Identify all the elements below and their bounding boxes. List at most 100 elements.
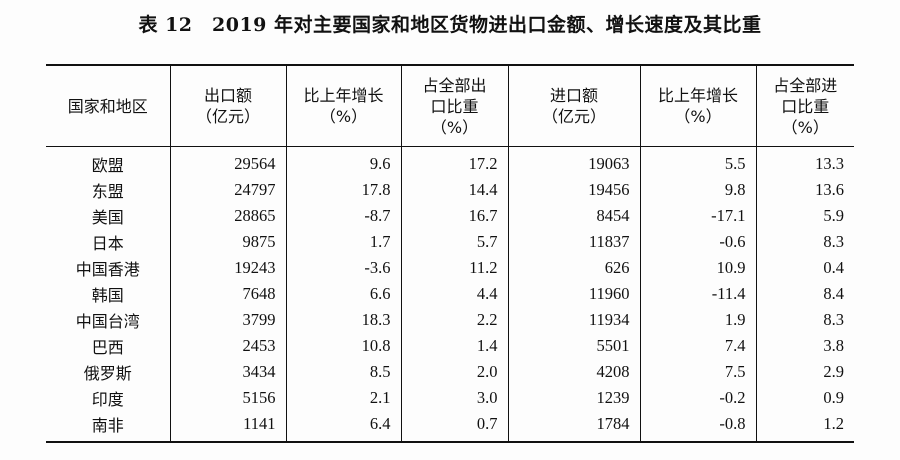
value-cell: 7.5	[639, 359, 756, 385]
value-cell: 2.0	[400, 359, 508, 385]
value-cell: 8.3	[755, 229, 854, 255]
value-cell: 8454	[507, 203, 640, 229]
value-cell: 11960	[507, 281, 640, 307]
region-cell: 巴西	[91, 338, 124, 357]
value-cell: -11.4	[639, 281, 756, 307]
value-cell: 9875	[169, 229, 286, 255]
value-cell: 0.7	[400, 411, 508, 442]
value-cell: 1.2	[755, 411, 854, 442]
table-row: 印度 5156 2.1 3.0 1239 -0.2 0.9	[46, 385, 854, 411]
table-row: 东盟 24797 17.8 14.4 19456 9.8 13.6	[46, 177, 854, 203]
header-row: 国家和地区 出口额 （亿元） 比上年增长 （%） 占全部出 口比重 （%） 进口额 （亿…	[46, 65, 854, 147]
value-cell: 19456	[507, 177, 640, 203]
value-cell: 1.7	[285, 229, 401, 255]
value-cell: 4208	[507, 359, 640, 385]
value-cell: 2453	[169, 333, 286, 359]
value-cell: 4.4	[400, 281, 508, 307]
region-cell: 俄罗斯	[83, 364, 132, 383]
region-cell: 韩国	[91, 286, 124, 305]
value-cell: 11837	[507, 229, 640, 255]
value-cell: 5501	[507, 333, 640, 359]
region-cell: 日本	[91, 234, 124, 253]
value-cell: 5.9	[755, 203, 854, 229]
value-cell: -8.7	[285, 203, 401, 229]
value-cell: 18.3	[285, 307, 401, 333]
value-cell: -0.6	[639, 229, 756, 255]
value-cell: 5156	[169, 385, 286, 411]
value-cell: 3.8	[755, 333, 854, 359]
value-cell: 2.1	[285, 385, 401, 411]
value-cell: 2.2	[400, 307, 508, 333]
value-cell: 2.9	[755, 359, 854, 385]
table-row: 巴西 2453 10.8 1.4 5501 7.4 3.8	[46, 333, 854, 359]
region-cell: 印度	[91, 390, 124, 409]
value-cell: 17.8	[285, 177, 401, 203]
table-row: 美国 28865 -8.7 16.7 8454 -17.1 5.9	[46, 203, 854, 229]
region-cell: 欧盟	[91, 156, 124, 175]
value-cell: 28865	[169, 203, 286, 229]
value-cell: 29564	[169, 146, 286, 177]
value-cell: 13.6	[755, 177, 854, 203]
value-cell: 17.2	[400, 146, 508, 177]
value-cell: 9.8	[639, 177, 756, 203]
value-cell: 7648	[169, 281, 286, 307]
table-row: 日本 9875 1.7 5.7 11837 -0.6 8.3	[46, 229, 854, 255]
value-cell: -0.8	[639, 411, 756, 442]
value-cell: 6.4	[285, 411, 401, 442]
trade-table: 国家和地区 出口额 （亿元） 比上年增长 （%） 占全部出 口比重 （%） 进口额 （亿…	[46, 64, 854, 443]
column-header: 比上年增长 （%）	[639, 65, 756, 147]
table-body: 欧盟 29564 9.6 17.2 19063 5.5 13.3 东盟 24797 17.8 14.…	[46, 146, 854, 442]
column-header: 占全部出 口比重 （%）	[400, 65, 508, 147]
value-cell: 19063	[507, 146, 640, 177]
table-row: 南非 1141 6.4 0.7 1784 -0.8 1.2	[46, 411, 854, 442]
value-cell: 24797	[169, 177, 286, 203]
region-cell: 中国台湾	[75, 312, 140, 331]
value-cell: -17.1	[639, 203, 756, 229]
region-cell: 中国香港	[75, 260, 140, 279]
value-cell: 10.8	[285, 333, 401, 359]
value-cell: -0.2	[639, 385, 756, 411]
value-cell: 1141	[169, 411, 286, 442]
value-cell: 1239	[507, 385, 640, 411]
table-title: 表 12 2019 年对主要国家和地区货物进出口金额、增长速度及其比重	[138, 14, 762, 36]
region-cell: 美国	[91, 208, 124, 227]
column-header: 出口额 （亿元）	[169, 65, 286, 147]
value-cell: 626	[507, 255, 640, 281]
value-cell: 1784	[507, 411, 640, 442]
table-row: 俄罗斯 3434 8.5 2.0 4208 7.5 2.9	[46, 359, 854, 385]
table-row: 中国香港 19243 -3.6 11.2 626 10.9 0.4	[46, 255, 854, 281]
value-cell: 13.3	[755, 146, 854, 177]
value-cell: 10.9	[639, 255, 756, 281]
column-header: 国家和地区	[46, 65, 170, 147]
value-cell: 14.4	[400, 177, 508, 203]
region-cell: 南非	[91, 416, 124, 435]
value-cell: 8.5	[285, 359, 401, 385]
value-cell: 3.0	[400, 385, 508, 411]
value-cell: 3799	[169, 307, 286, 333]
value-cell: 9.6	[285, 146, 401, 177]
value-cell: 11.2	[400, 255, 508, 281]
value-cell: 5.5	[639, 146, 756, 177]
table-row: 欧盟 29564 9.6 17.2 19063 5.5 13.3	[46, 146, 854, 177]
table-row: 韩国 7648 6.6 4.4 11960 -11.4 8.4	[46, 281, 854, 307]
column-header: 进口额 （亿元）	[507, 65, 640, 147]
value-cell: 1.9	[639, 307, 756, 333]
value-cell: 5.7	[400, 229, 508, 255]
value-cell: 1.4	[400, 333, 508, 359]
value-cell: -3.6	[285, 255, 401, 281]
value-cell: 0.4	[755, 255, 854, 281]
column-header: 比上年增长 （%）	[285, 65, 401, 147]
column-header: 占全部进 口比重 （%）	[755, 65, 854, 147]
table-row: 中国台湾 3799 18.3 2.2 11934 1.9 8.3	[46, 307, 854, 333]
value-cell: 3434	[169, 359, 286, 385]
value-cell: 8.3	[755, 307, 854, 333]
value-cell: 7.4	[639, 333, 756, 359]
value-cell: 6.6	[285, 281, 401, 307]
value-cell: 0.9	[755, 385, 854, 411]
value-cell: 8.4	[755, 281, 854, 307]
value-cell: 11934	[507, 307, 640, 333]
value-cell: 19243	[169, 255, 286, 281]
value-cell: 16.7	[400, 203, 508, 229]
region-cell: 东盟	[91, 182, 124, 201]
